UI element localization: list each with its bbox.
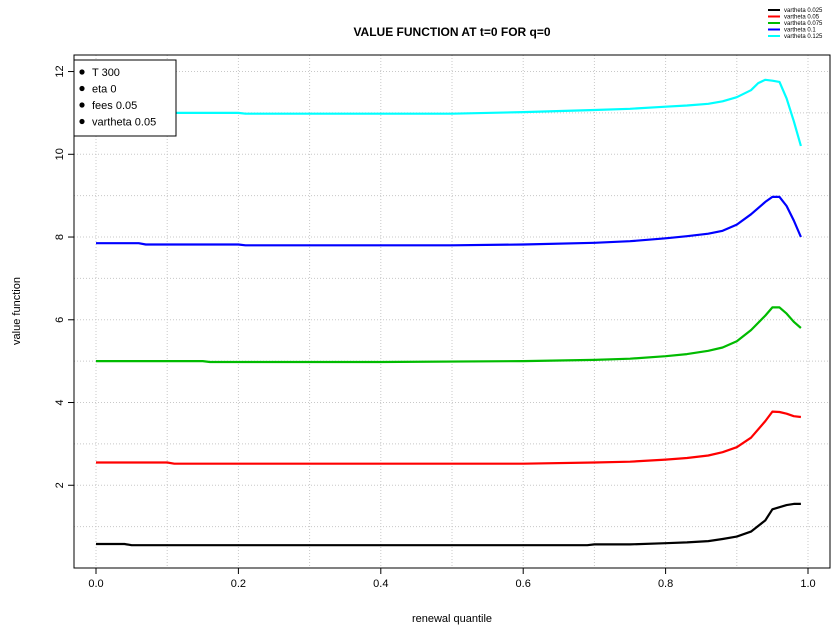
params-legend-bullet (79, 102, 85, 108)
params-legend-entry: T 300 (92, 67, 120, 79)
y-tick-label: 4 (54, 399, 66, 405)
y-axis-label: value function (11, 277, 23, 345)
series-lines (96, 78, 802, 547)
series-legend-entry: vartheta 0.075 (784, 21, 823, 27)
series-line-2 (96, 410, 802, 465)
series-legend-entry: vartheta 0.125 (784, 34, 823, 40)
params-legend-box (73, 59, 177, 137)
params-legend-entry: eta 0 (92, 84, 116, 96)
params-legend: T 300 eta 0 fees 0.05 vartheta 0.05 (73, 59, 177, 137)
params-legend-bullet (79, 69, 85, 75)
series-legend-entry: vartheta 0.05 (784, 15, 820, 21)
x-tick-label: 0.0 (88, 578, 103, 590)
chart-title: VALUE FUNCTION AT t=0 FOR q=0 (353, 25, 550, 39)
series-line-1 (96, 502, 801, 547)
y-tick-label: 6 (54, 317, 66, 323)
params-legend-entry: vartheta 0.05 (92, 117, 156, 129)
params-legend-bullet (79, 118, 85, 125)
y-tick-label: 8 (54, 234, 66, 240)
plot-frame (73, 54, 831, 569)
x-axis-label: renewal quantile (412, 613, 492, 625)
series-legend-entry: vartheta 0.025 (784, 8, 823, 14)
series-legend-entry: vartheta 0.1 (784, 28, 816, 34)
y-tick-label: 2 (54, 482, 66, 488)
x-tick-label: 1.0 (800, 578, 815, 590)
series-line-5 (96, 78, 802, 147)
x-tick-label: 0.8 (658, 578, 673, 590)
x-tick-label: 0.2 (231, 578, 246, 590)
y-tick-label: 10 (54, 148, 66, 160)
series-line-3 (96, 306, 802, 364)
params-legend-bullet (79, 85, 85, 92)
params-legend-entry: fees 0.05 (92, 100, 137, 112)
x-tick-label: 0.4 (373, 578, 388, 590)
x-axis: 0.0 0.2 0.4 0.6 0.8 1.0 (88, 568, 816, 590)
grid-lines (74, 55, 830, 568)
series-line-4 (96, 195, 802, 247)
y-axis: 2 4 6 8 10 12 (54, 65, 74, 488)
y-tick-label: 12 (54, 65, 66, 77)
x-tick-label: 0.6 (516, 578, 531, 590)
